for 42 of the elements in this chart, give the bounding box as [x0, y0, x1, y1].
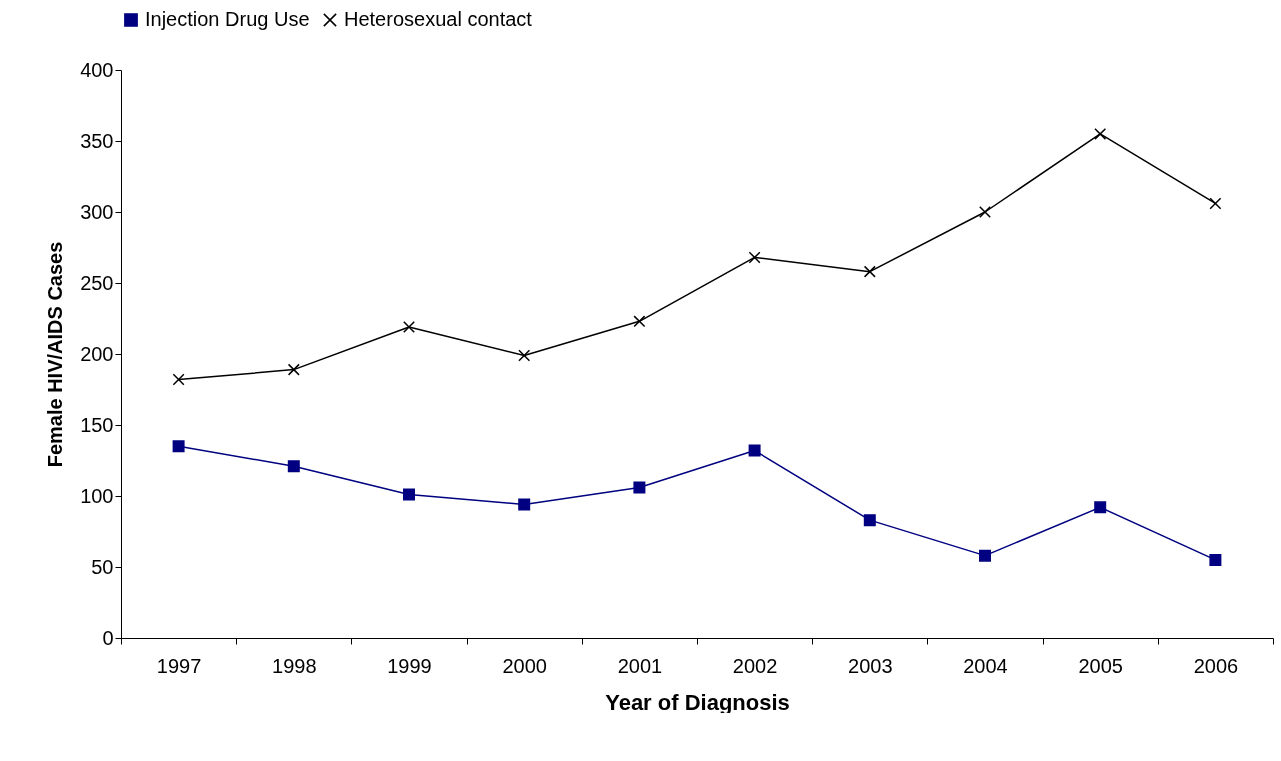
y-tick-label: 350 — [80, 129, 114, 152]
point — [748, 444, 761, 457]
y-tick-label: 150 — [80, 413, 114, 436]
point — [403, 488, 415, 501]
x-tick-label: 1999 — [387, 654, 432, 677]
point — [863, 265, 876, 278]
point — [518, 498, 531, 511]
y-tick-label: 100 — [80, 484, 114, 507]
point — [1094, 127, 1107, 140]
point — [287, 460, 300, 473]
y-tick-label: 400 — [80, 58, 114, 81]
x-tick-label: 2000 — [502, 654, 547, 677]
point — [863, 514, 876, 527]
point — [979, 206, 991, 218]
point — [1209, 197, 1222, 210]
point — [633, 481, 646, 494]
y-tick-label: 300 — [80, 200, 114, 223]
point — [518, 349, 531, 362]
point — [172, 373, 185, 386]
point — [287, 363, 300, 376]
x-tick-label: 2001 — [617, 654, 663, 677]
y-tick-label: 50 — [91, 555, 114, 578]
y-tick-label: 0 — [102, 626, 114, 649]
x-tick-label: 2005 — [1078, 654, 1123, 677]
y-tick-label: 250 — [80, 271, 114, 294]
x-tick-label: 1997 — [156, 654, 202, 677]
point — [1094, 501, 1107, 514]
legend-label: Heterosexual contact — [344, 8, 533, 30]
legend-label: Injection Drug Use — [145, 8, 310, 30]
point — [172, 440, 185, 453]
x-tick-label: 1998 — [272, 654, 317, 677]
x-tick-label: 2002 — [732, 654, 778, 677]
x-tick-label: 2003 — [848, 654, 893, 677]
x-tick-label: 2006 — [1193, 654, 1239, 677]
point — [748, 251, 761, 264]
point — [1209, 553, 1222, 566]
y-tick-label: 200 — [80, 342, 114, 365]
y-axis-title: Female HIV/AIDS Cases — [44, 241, 67, 468]
point — [979, 549, 991, 562]
point — [403, 321, 415, 334]
x-tick-label: 2004 — [963, 654, 1008, 677]
point — [633, 315, 646, 328]
